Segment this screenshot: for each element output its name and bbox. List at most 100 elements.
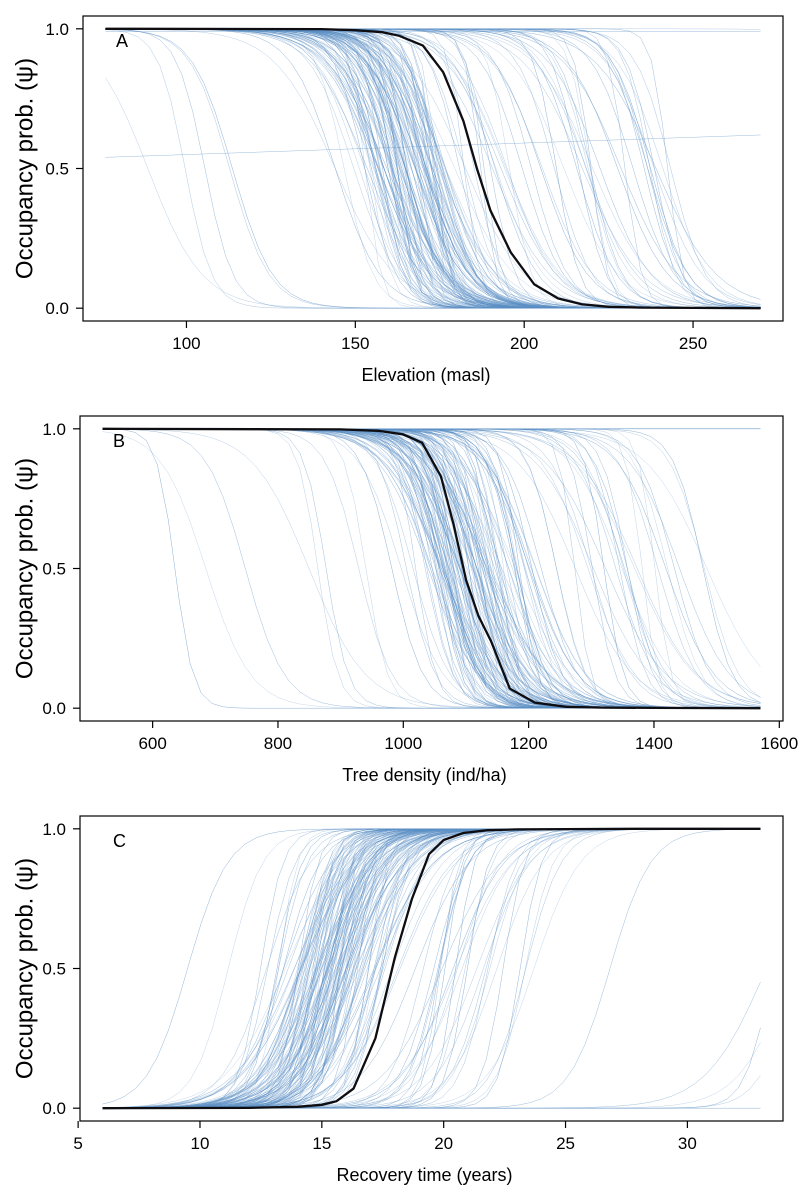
sample-curve — [102, 828, 761, 1109]
sample-curve — [102, 828, 761, 1109]
sample-curve — [102, 828, 761, 1109]
sample-curve — [102, 828, 761, 1109]
sample-curve — [102, 828, 761, 1109]
sample-curve — [102, 828, 761, 1109]
sample-curve — [102, 828, 761, 1109]
sample-curve — [102, 828, 761, 1109]
y-tick-label: 0.0 — [45, 299, 69, 318]
sample-curve — [102, 828, 761, 1109]
sample-curve — [102, 828, 761, 1109]
sample-curve — [102, 828, 761, 1109]
sample-curves — [102, 428, 761, 709]
y-tick-label: 0.5 — [45, 160, 69, 179]
sample-curve — [102, 828, 761, 1109]
x-tick-label: 100 — [172, 334, 200, 353]
sample-curve — [102, 828, 761, 1109]
y-tick-label: 1.0 — [42, 420, 66, 439]
sample-curve — [102, 828, 761, 1109]
sample-curve — [102, 828, 761, 1109]
sample-curve — [102, 828, 761, 1109]
sample-curve — [102, 828, 761, 1109]
y-tick-label: 0.5 — [42, 960, 66, 979]
sample-curve — [102, 828, 761, 1109]
sample-curve — [102, 828, 761, 1109]
sample-curve — [102, 828, 761, 1105]
sample-curve — [102, 828, 761, 1109]
sample-curve — [102, 828, 761, 1109]
x-tick-label: 1200 — [510, 734, 548, 753]
y-tick-label: 0.5 — [42, 560, 66, 579]
sample-curve — [102, 828, 761, 1109]
plot-frame — [79, 815, 784, 1122]
sample-curve — [102, 828, 761, 1109]
sample-curve — [102, 828, 761, 1109]
sample-curve — [102, 828, 761, 1109]
x-tick-label: 200 — [510, 334, 538, 353]
x-tick-label: 10 — [191, 1134, 210, 1153]
x-tick-label: 15 — [312, 1134, 331, 1153]
sample-curve — [102, 828, 761, 1109]
x-axis-label: Tree density (ind/ha) — [342, 765, 506, 785]
sample-curve — [102, 828, 761, 1109]
x-tick-label: 1400 — [635, 734, 673, 753]
sample-curve — [102, 828, 761, 1109]
sample-curve — [102, 828, 761, 1109]
sample-curve — [102, 828, 761, 1109]
sample-curve — [102, 828, 761, 1109]
sample-curve — [102, 828, 761, 1109]
sample-curve — [102, 828, 761, 1109]
sample-curve — [102, 828, 761, 1109]
sample-curve — [102, 828, 761, 1109]
sample-curve — [102, 828, 761, 1109]
sample-curve — [102, 828, 761, 1109]
x-tick-label: 30 — [678, 1134, 697, 1153]
sample-curve — [102, 828, 761, 1109]
sample-curve — [102, 828, 761, 1109]
sample-curve — [102, 828, 761, 1109]
sample-curve — [102, 828, 761, 1109]
sample-curve — [102, 828, 761, 1109]
sample-curve — [102, 828, 761, 1109]
sample-curve — [102, 828, 761, 1109]
sample-curve — [102, 828, 761, 1109]
x-tick-label: 250 — [679, 334, 707, 353]
sample-curve — [102, 828, 761, 1109]
x-tick-label: 20 — [434, 1134, 453, 1153]
sample-curve — [102, 828, 761, 1109]
sample-curve — [102, 828, 761, 1109]
y-axis-label: Occupancy prob. (ψ) — [11, 858, 38, 1079]
sample-curve — [102, 828, 761, 1109]
panel-letter: A — [116, 31, 128, 51]
x-tick-label: 25 — [556, 1134, 575, 1153]
sample-curve — [102, 828, 761, 1109]
sample-curve — [102, 828, 761, 1109]
sample-curve — [102, 828, 761, 1109]
sample-curve — [102, 828, 761, 1109]
sample-curve — [102, 828, 761, 1109]
sample-curve — [102, 828, 761, 1109]
sample-curve — [102, 828, 761, 1109]
sample-curve — [102, 828, 761, 1109]
panel-letter: B — [113, 431, 125, 451]
sample-curve — [102, 828, 761, 1109]
sample-curve — [102, 828, 761, 1109]
sample-curve — [102, 828, 761, 1109]
sample-curve — [102, 828, 761, 1109]
x-axis-label: Recovery time (years) — [336, 1165, 512, 1185]
sample-curve — [102, 828, 761, 1109]
sample-curve — [102, 828, 761, 1109]
sample-curve — [102, 828, 761, 1109]
sample-curve — [102, 828, 761, 1109]
sample-curve — [102, 981, 761, 1109]
sample-curve — [102, 828, 761, 1109]
sample-curve — [102, 828, 761, 1109]
panel-c: 5 10 15 20 25 30 0.0 0.5 1.0 Recovery time (years… — [11, 815, 784, 1185]
sample-curve — [102, 828, 761, 1109]
y-axis-label: Occupancy prob. (ψ) — [11, 58, 38, 279]
sample-curve — [102, 828, 761, 1109]
sample-curve — [102, 828, 761, 1109]
sample-curve — [102, 828, 761, 1109]
x-tick-label: 150 — [341, 334, 369, 353]
sample-curve — [102, 828, 761, 1109]
sample-curve — [102, 828, 761, 1109]
